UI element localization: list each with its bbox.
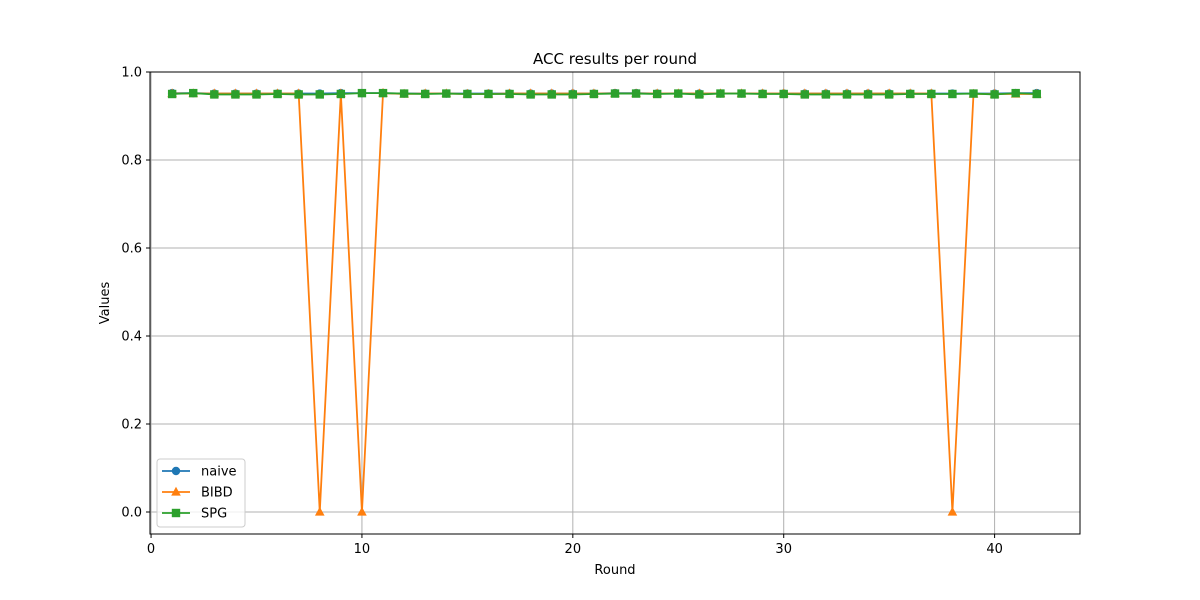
legend-label: SPG <box>201 507 227 522</box>
data-point-SPG <box>167 89 177 99</box>
data-point-SPG <box>758 89 767 99</box>
data-point-SPG <box>1011 88 1020 98</box>
data-point-SPG <box>863 90 873 99</box>
data-point-SPG <box>399 89 409 98</box>
data-point-SPG <box>526 90 535 99</box>
data-point-SPG <box>273 89 282 99</box>
data-point-SPG <box>716 89 725 98</box>
data-point-SPG <box>1032 89 1041 99</box>
data-point-SPG <box>336 89 346 99</box>
data-point-SPG <box>779 89 788 99</box>
data-point-SPG <box>294 90 303 99</box>
data-point-SPG <box>547 90 556 99</box>
y-axis-ticks: 0.0 0.2 0.4 0.6 0.8 1.0 <box>121 66 150 521</box>
data-point-SPG <box>948 89 957 99</box>
data-point-SPG <box>210 90 219 99</box>
legend-item-naive: naive <box>162 465 237 480</box>
data-point-BIBD <box>357 506 367 516</box>
legend-item-SPG: SPG <box>162 507 227 522</box>
data-point-SPG <box>906 89 915 99</box>
data-point-SPG <box>969 89 978 98</box>
data-point-SPG <box>357 88 367 98</box>
x-tick-label: 0 <box>147 542 155 557</box>
data-point-SPG <box>927 89 936 99</box>
data-point-SPG <box>505 89 514 99</box>
data-point-SPG <box>695 90 704 99</box>
x-axis-label: Round <box>594 563 635 578</box>
series-group <box>167 87 1042 516</box>
y-tick-label: 0.4 <box>121 330 142 345</box>
legend: naive BIBD SPG <box>156 458 246 528</box>
data-point-SPG <box>842 90 852 99</box>
data-point-SPG <box>463 89 472 99</box>
legend-marker <box>171 508 181 518</box>
x-tick-label: 20 <box>565 542 582 557</box>
y-tick-label: 1.0 <box>121 66 142 81</box>
data-point-SPG <box>737 89 746 98</box>
x-tick-label: 10 <box>354 542 371 557</box>
data-point-SPG <box>421 89 430 99</box>
y-tick-label: 0.0 <box>121 506 142 521</box>
data-point-SPG <box>652 89 662 99</box>
data-point-SPG <box>442 89 451 98</box>
legend-label: BIBD <box>201 486 233 501</box>
data-point-SPG <box>378 88 388 98</box>
plot-frame <box>149 71 1081 535</box>
y-axis-label: Values <box>98 282 113 325</box>
data-point-SPG <box>315 90 324 99</box>
data-point-SPG <box>484 89 493 99</box>
data-point-SPG <box>610 89 620 98</box>
y-tick-label: 0.8 <box>121 154 142 169</box>
data-point-SPG <box>821 90 831 99</box>
data-point-SPG <box>252 90 261 99</box>
legend-label: naive <box>201 465 237 480</box>
y-tick-label: 0.6 <box>121 242 142 257</box>
y-tick-label: 0.2 <box>121 418 142 433</box>
data-point-SPG <box>589 89 599 99</box>
data-point-SPG <box>631 89 641 98</box>
x-tick-label: 30 <box>775 542 792 557</box>
data-point-SPG <box>231 90 240 99</box>
data-point-SPG <box>568 90 578 99</box>
data-point-SPG <box>884 90 894 99</box>
data-point-SPG <box>189 88 198 98</box>
chart-title: ACC results per round <box>533 50 697 68</box>
legend-marker <box>171 466 181 476</box>
series-SPG <box>167 88 1041 99</box>
legend-marker <box>171 486 181 496</box>
data-point-BIBD <box>314 506 325 516</box>
data-point-SPG <box>800 90 809 99</box>
x-tick-label: 40 <box>986 542 1003 557</box>
data-point-SPG <box>990 90 999 99</box>
legend-item-BIBD: BIBD <box>162 486 233 501</box>
data-point-SPG <box>674 89 683 98</box>
data-point-BIBD <box>947 506 958 516</box>
x-axis-ticks: 0 10 20 30 40 <box>147 534 1003 557</box>
